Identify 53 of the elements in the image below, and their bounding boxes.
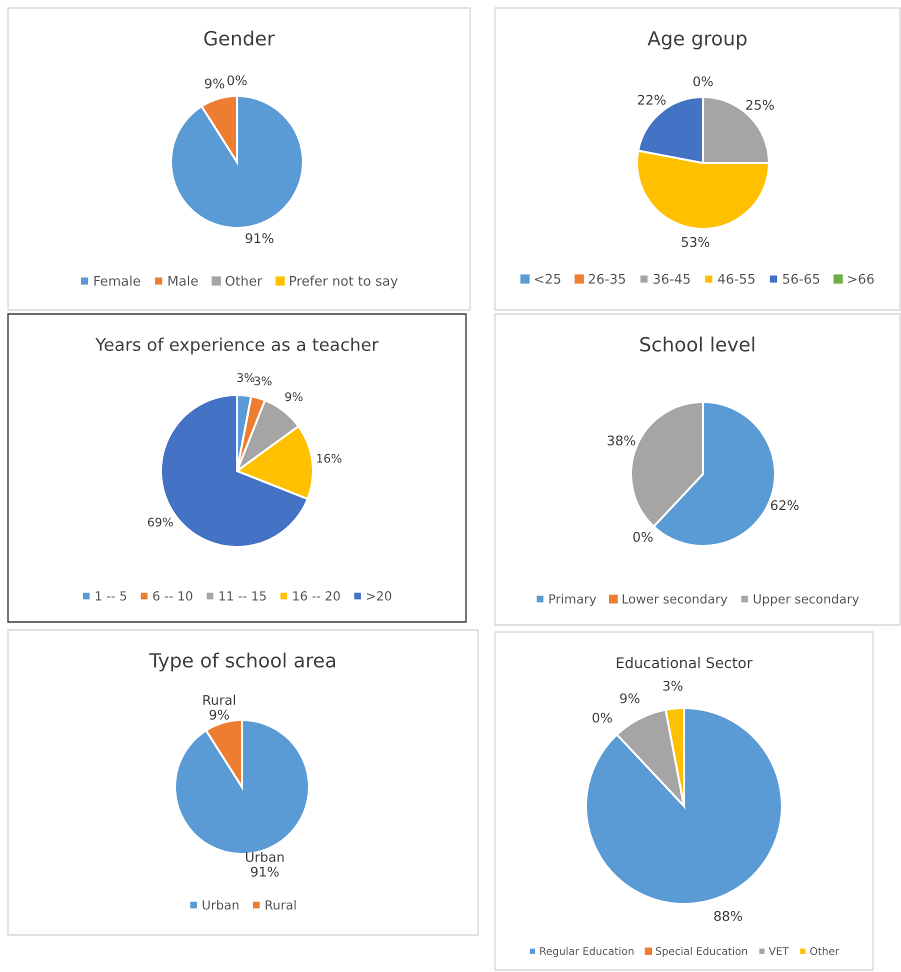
legend-label: Rural (266, 900, 296, 910)
legend-label: Regular Education (540, 946, 634, 958)
legend-label: Lower secondary (622, 594, 728, 606)
text: 0% (693, 76, 713, 86)
text: 0% (227, 75, 247, 86)
data-label: 22% (638, 94, 666, 105)
legend-label: 36-45 (654, 274, 690, 284)
legend-label: Other (810, 946, 840, 956)
chart-title: Gender (204, 30, 275, 46)
legend-label: Urban (202, 900, 238, 910)
legend-label: Female (94, 276, 140, 286)
data-label: 69% (148, 518, 173, 527)
legend-label: VET (768, 947, 789, 955)
chart-title: Years of experience as a teacher (95, 338, 379, 354)
legend-label: Special Education (656, 946, 747, 958)
data-label: 53% (682, 237, 710, 247)
legend-label: 56-65 (783, 274, 820, 284)
data-label: 88% (714, 911, 742, 921)
legend-label: Male (168, 276, 198, 286)
data-label: 38% (608, 436, 636, 446)
legend-label: >66 (848, 274, 874, 284)
text: 0% (592, 712, 612, 723)
legend-label: Prefer not to say (290, 276, 398, 288)
legend-label: 1 -- 5 (96, 591, 126, 601)
legend-label: >20 (367, 591, 392, 601)
legend-label: 11 -- 15 (220, 591, 266, 601)
legend-label: 26-35 (588, 274, 626, 284)
chart-title: Type of school area (149, 652, 336, 672)
legend-label: 16 -- 20 (293, 591, 340, 601)
data-label: 3% (254, 376, 272, 386)
data-label: 3% (237, 373, 254, 382)
data-label: Rural 9% (203, 694, 236, 720)
data-label: 3% (663, 680, 682, 691)
data-label: 9% (285, 392, 303, 402)
legend-label: Other (226, 276, 262, 286)
pie-slice (170, 94, 304, 230)
legend-label: Upper secondary (754, 594, 859, 606)
data-label: 62% (770, 500, 799, 510)
chart-title: School level (640, 336, 754, 352)
chart-title: Age group (648, 31, 747, 50)
data-label: 9% (620, 693, 640, 704)
legend-label: Primary (549, 594, 596, 606)
legend-label: <25 (534, 274, 560, 284)
data-label: 25% (746, 100, 774, 110)
legend-label: 46-55 (718, 274, 754, 284)
text: 0% (633, 532, 653, 542)
legend-label: 6 -- 10 (153, 591, 192, 601)
data-label: 9% (204, 78, 224, 89)
pie-slice (584, 706, 784, 906)
data-label: 91% (246, 233, 274, 244)
chart-title: Educational Sector (616, 656, 753, 668)
data-label: Urban 91% (246, 852, 284, 877)
data-label: 16% (317, 454, 342, 463)
